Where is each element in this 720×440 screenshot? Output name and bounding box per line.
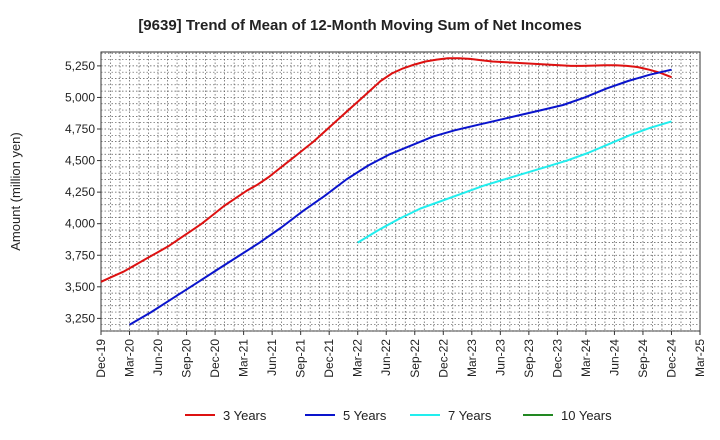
x-tick-label: Sep-20 [180,339,194,378]
x-tick-label: Mar-22 [351,339,365,377]
y-tick-label: 3,750 [65,248,95,262]
y-tick-label: 3,250 [65,311,95,325]
x-tick-label: Sep-21 [294,339,308,378]
legend-label: 7 Years [448,408,492,423]
x-tick-label: Sep-23 [522,339,536,378]
y-tick-label: 5,000 [65,90,95,104]
x-tick-label: Dec-24 [664,339,678,378]
legend-label: 5 Years [343,408,387,423]
x-tick-label: Dec-23 [550,339,564,378]
x-tick-label: Dec-20 [208,339,222,378]
series-line-3-years [100,57,672,283]
x-tick-label: Mar-20 [123,339,137,377]
x-tick-label: Mar-24 [579,339,593,377]
legend: 3 Years 5 Years 7 Years 10 Years [185,408,612,423]
y-tick-label: 5,250 [65,59,95,73]
legend-label: 10 Years [561,408,612,423]
x-tick-label: Dec-22 [436,339,450,378]
series-lines [100,57,672,326]
y-tick-label: 4,250 [65,185,95,199]
x-tick-label: Mar-23 [465,339,479,377]
x-tick-label: Dec-19 [94,339,108,378]
series-line-7-years [357,120,672,244]
y-tick-label: 4,000 [65,217,95,231]
y-axis-label: Amount (million yen) [8,132,23,251]
chart-title: [9639] Trend of Mean of 12-Month Moving … [138,17,581,34]
x-tick-label: Dec-21 [322,339,336,378]
y-tick-label: 3,500 [65,280,95,294]
legend-label: 3 Years [223,408,267,423]
grid [101,52,700,332]
x-tick-label: Jun-22 [379,339,393,376]
x-tick-label: Jun-21 [265,339,279,376]
y-tick-label: 4,750 [65,122,95,136]
x-axis-ticks: Dec-19 Mar-20 Jun-20 Sep-20 Dec-20 Mar-21 Jun-… [94,331,707,378]
y-tick-label: 4,500 [65,154,95,168]
x-tick-label: Jun-23 [493,339,507,376]
plot-area [100,51,701,332]
x-tick-label: Sep-24 [636,339,650,378]
x-tick-label: Jun-24 [607,339,621,376]
x-tick-label: Jun-20 [151,339,165,376]
x-tick-label: Mar-25 [693,339,707,377]
y-axis-ticks: 3,250 3,500 3,750 4,000 4,250 4,500 4,750 5,000… [65,59,101,325]
x-tick-label: Mar-21 [237,339,251,377]
x-tick-label: Sep-22 [408,339,422,378]
series-line-5-years [128,68,672,326]
